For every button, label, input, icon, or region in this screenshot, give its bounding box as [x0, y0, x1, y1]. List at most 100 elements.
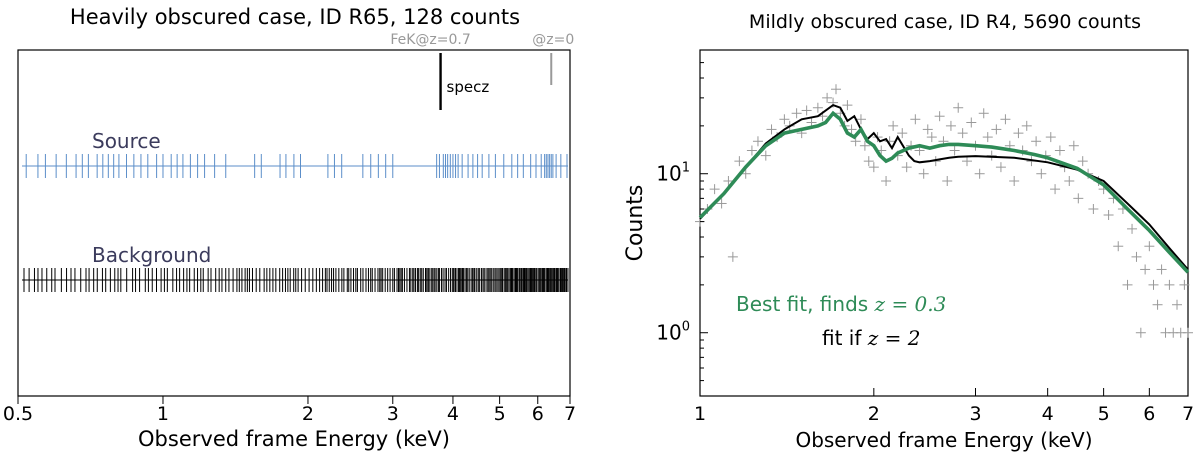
y-tick-label: 101	[656, 161, 690, 186]
source-label: Source	[92, 129, 161, 153]
data-point	[1144, 241, 1155, 252]
right-x-label: Observed frame Energy (keV)	[795, 428, 1092, 452]
data-point	[978, 108, 989, 119]
data-point	[953, 102, 964, 113]
data-point	[926, 132, 937, 143]
data-point	[812, 102, 823, 113]
data-point	[982, 132, 993, 143]
data-point	[957, 128, 968, 139]
background-events	[22, 268, 569, 292]
x-tick-label: 3	[969, 403, 981, 425]
x-tick-label: 6	[532, 403, 544, 425]
data-point	[888, 120, 899, 131]
data-point	[723, 176, 734, 187]
data-point	[1068, 140, 1079, 151]
x-tick-label: 0.5	[3, 403, 33, 425]
x-tick-label: 1	[694, 403, 706, 425]
data-point	[1045, 132, 1056, 143]
data-points	[695, 84, 1193, 338]
left-x-label: Observed frame Energy (keV)	[138, 427, 450, 451]
data-point	[966, 117, 977, 128]
legend-fit-z2: fit if z = 2	[822, 326, 921, 350]
data-point	[734, 156, 745, 167]
data-point	[1036, 168, 1047, 179]
data-point	[934, 111, 945, 122]
data-point	[868, 162, 879, 173]
background-label: Background	[92, 243, 211, 267]
data-point	[942, 176, 953, 187]
data-point	[910, 114, 921, 125]
source-events	[22, 154, 568, 178]
data-point	[1152, 299, 1163, 310]
data-point	[842, 100, 853, 111]
right-x-ticks: 1 2 3 4 5 6 7	[694, 388, 1194, 425]
legend-fit-z2-text: fit if	[822, 326, 868, 350]
x-tick-label: 2	[868, 403, 880, 425]
data-point	[1113, 241, 1124, 252]
data-point	[1122, 279, 1133, 290]
data-point	[945, 120, 956, 131]
x-tick-label: 5	[494, 403, 506, 425]
data-point	[949, 145, 960, 156]
data-point	[863, 156, 874, 167]
x-tick-label: 7	[564, 403, 576, 425]
data-point	[1156, 264, 1167, 275]
data-point	[901, 162, 912, 173]
legend-best-fit-math: z = 0.3	[874, 292, 947, 316]
left-plot-frame	[17, 49, 571, 397]
data-point	[1179, 279, 1190, 290]
specz-label: specz	[447, 78, 490, 96]
data-point	[991, 124, 1002, 135]
data-point	[716, 198, 727, 209]
data-point	[791, 108, 802, 119]
fit-z2-line	[699, 103, 1189, 271]
data-point	[1064, 176, 1075, 187]
data-point	[995, 162, 1006, 173]
x-tick-label: 5	[1098, 403, 1110, 425]
x-tick-label: 3	[387, 403, 399, 425]
data-point	[918, 168, 929, 179]
data-point	[881, 176, 892, 187]
data-point	[1073, 193, 1084, 204]
right-plot-frame	[699, 49, 1189, 397]
left-panel: Heavily obscured case, ID R65, 128 count…	[3, 5, 576, 451]
right-title: Mildly obscured case, ID R4, 5690 counts	[749, 11, 1141, 33]
right-y-label: Counts	[623, 185, 648, 262]
data-point	[746, 145, 757, 156]
x-tick-label: 6	[1143, 403, 1155, 425]
data-point	[986, 150, 997, 161]
x-tick-label: 2	[302, 403, 314, 425]
data-point	[974, 168, 985, 179]
y-tick-label: 100	[656, 320, 690, 345]
x-tick-label: 4	[447, 403, 459, 425]
data-point	[822, 92, 833, 103]
data-point	[1013, 128, 1024, 139]
data-point	[760, 150, 771, 161]
data-point	[1135, 327, 1146, 338]
data-point	[1172, 299, 1183, 310]
data-point	[1009, 176, 1020, 187]
right-y-ticks: 100 101	[656, 62, 708, 382]
data-point	[831, 84, 842, 95]
legend-best-fit: Best fit, finds z = 0.3	[736, 292, 946, 316]
data-point	[727, 251, 738, 262]
best-fit-line	[698, 110, 1190, 274]
left-x-ticks: 0.5 1 2 3 4 5 6 7	[3, 396, 576, 425]
data-point	[1164, 279, 1175, 290]
data-point	[1031, 136, 1042, 147]
left-title: Heavily obscured case, ID R65, 128 count…	[70, 5, 520, 29]
data-point	[779, 114, 790, 125]
x-tick-label: 4	[1042, 403, 1054, 425]
data-point	[1127, 223, 1138, 234]
data-point	[709, 184, 720, 195]
x-tick-label: 1	[157, 403, 169, 425]
data-point	[962, 156, 973, 167]
data-point	[1103, 210, 1114, 221]
data-point	[1131, 251, 1142, 262]
data-point	[1000, 114, 1011, 125]
data-point	[801, 105, 812, 116]
data-point	[1021, 120, 1032, 131]
right-panel: Mildly obscured case, ID R4, 5690 counts…	[623, 11, 1194, 452]
data-point	[1183, 327, 1193, 338]
